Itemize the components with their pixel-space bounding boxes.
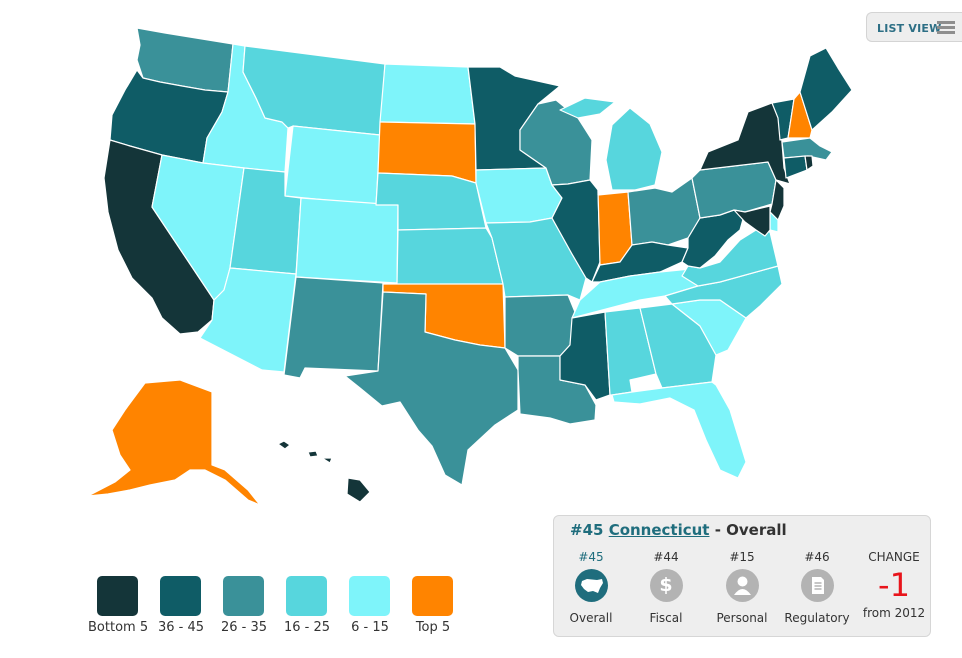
state-wisconsin[interactable] — [519, 99, 593, 186]
legend-label: 16 - 25 — [283, 620, 331, 635]
category-rank: #45 — [578, 550, 604, 564]
state-hawaii[interactable] — [277, 440, 371, 503]
legend-swatch — [97, 576, 138, 616]
legend-label: 26 - 35 — [220, 620, 268, 635]
state-virginia[interactable] — [681, 229, 779, 287]
state-alaska[interactable] — [87, 379, 261, 506]
legend-swatch — [160, 576, 201, 616]
state-new-mexico[interactable] — [283, 276, 384, 379]
state-kansas[interactable] — [396, 227, 504, 286]
person-icon — [725, 569, 759, 602]
legend-swatch — [286, 576, 327, 616]
category-label: Overall — [569, 611, 613, 625]
list-view-button[interactable]: LIST VIEW — [866, 12, 962, 42]
state-new-hampshire[interactable] — [787, 91, 813, 139]
legend-label: 36 - 45 — [157, 620, 205, 635]
category-label: Fiscal — [649, 611, 683, 625]
state-maryland[interactable] — [733, 205, 771, 237]
legend-label: 6 - 15 — [351, 620, 389, 635]
list-view-label: LIST VIEW — [877, 22, 942, 35]
state-florida[interactable] — [611, 381, 747, 479]
change-heading: CHANGE — [868, 550, 920, 564]
category-rank: #15 — [729, 550, 755, 564]
category-label: Regulatory — [784, 611, 850, 625]
category-rank: #44 — [653, 550, 679, 564]
state-texas[interactable] — [344, 291, 519, 486]
category-fiscal[interactable]: #44 $ Fiscal — [631, 550, 701, 625]
legend-label: Bottom 5 — [88, 620, 149, 635]
category-rank: #46 — [804, 550, 830, 564]
title-separator: - — [709, 521, 727, 539]
overall-rank: #45 — [570, 521, 604, 539]
legend-swatch — [412, 576, 453, 616]
dollar-icon: $ — [649, 569, 683, 602]
category-label: Personal — [716, 611, 768, 625]
state-michigan[interactable] — [559, 97, 663, 191]
category-regulatory[interactable]: #46 Regulatory — [782, 550, 852, 625]
state-info-panel: #45 Connecticut - Overall #45 Overall #4… — [553, 515, 931, 637]
state-rhode-island[interactable] — [804, 155, 814, 171]
category-personal[interactable]: #15 Personal — [707, 550, 777, 625]
info-category: Overall — [726, 521, 787, 539]
hamburger-menu-icon — [937, 21, 955, 35]
state-maine[interactable] — [799, 47, 853, 131]
us-map-icon — [574, 569, 608, 602]
legend-swatch — [223, 576, 264, 616]
change-value: -1 — [878, 566, 910, 604]
state-link[interactable]: Connecticut — [608, 521, 710, 539]
info-title: #45 Connecticut - Overall — [570, 521, 787, 539]
category-overall[interactable]: #45 Overall — [556, 550, 626, 625]
rank-change: CHANGE -1 from 2012 — [859, 550, 929, 620]
state-arkansas[interactable] — [504, 294, 576, 357]
change-from: from 2012 — [862, 606, 926, 620]
state-wyoming[interactable] — [284, 125, 381, 206]
document-icon — [800, 569, 834, 602]
state-colorado[interactable] — [295, 197, 399, 284]
legend-label: Top 5 — [415, 620, 451, 635]
state-north-dakota[interactable] — [379, 63, 476, 125]
legend-swatch — [349, 576, 390, 616]
state-connecticut[interactable] — [783, 155, 808, 179]
state-vermont[interactable] — [771, 98, 795, 141]
